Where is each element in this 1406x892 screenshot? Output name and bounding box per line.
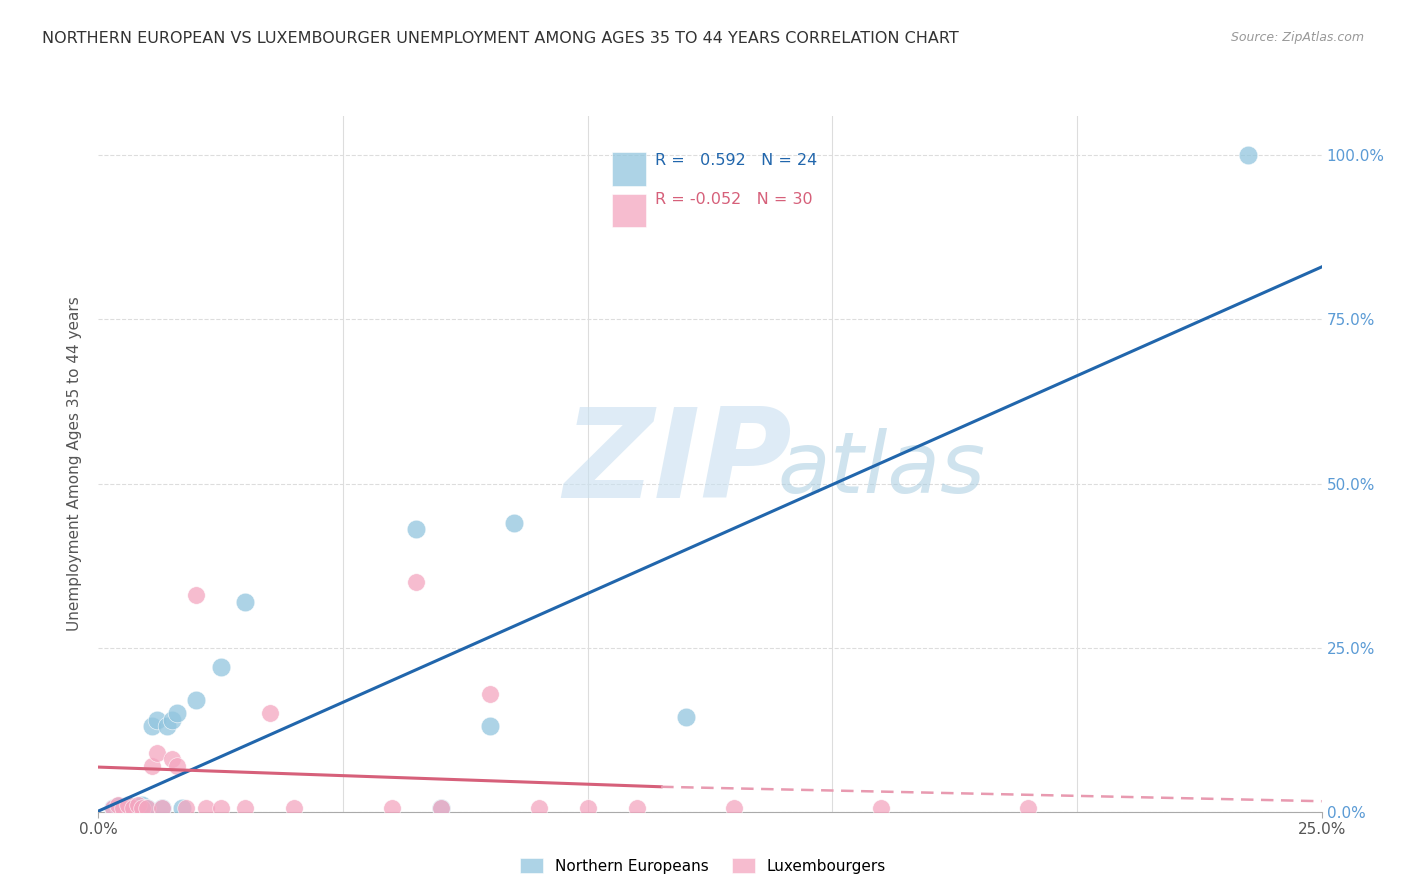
- Point: [146, 713, 169, 727]
- Point: [209, 801, 232, 815]
- Text: R =   0.592   N = 24: R = 0.592 N = 24: [655, 153, 817, 168]
- Point: [478, 719, 501, 733]
- Point: [626, 801, 648, 815]
- Point: [1017, 801, 1039, 815]
- Point: [111, 801, 134, 815]
- Point: [675, 709, 697, 723]
- Point: [430, 801, 453, 815]
- Point: [576, 801, 599, 815]
- Point: [283, 801, 305, 815]
- Point: [176, 801, 198, 815]
- Text: NORTHERN EUROPEAN VS LUXEMBOURGER UNEMPLOYMENT AMONG AGES 35 TO 44 YEARS CORRELA: NORTHERN EUROPEAN VS LUXEMBOURGER UNEMPL…: [42, 31, 959, 46]
- Point: [127, 798, 149, 813]
- Point: [111, 801, 134, 815]
- Point: [1237, 148, 1260, 162]
- Point: [478, 687, 501, 701]
- Point: [405, 523, 427, 537]
- Point: [117, 798, 139, 813]
- Point: [723, 801, 745, 815]
- Text: atlas: atlas: [778, 428, 986, 511]
- Point: [107, 799, 129, 814]
- Point: [430, 801, 453, 815]
- Point: [186, 693, 208, 707]
- Point: [101, 801, 124, 815]
- Bar: [612, 194, 647, 227]
- Point: [170, 801, 193, 815]
- Point: [127, 801, 149, 815]
- Point: [150, 801, 173, 815]
- Legend: Northern Europeans, Luxembourgers: Northern Europeans, Luxembourgers: [513, 852, 893, 880]
- Point: [141, 758, 163, 772]
- Point: [131, 798, 153, 813]
- Point: [195, 801, 218, 815]
- Y-axis label: Unemployment Among Ages 35 to 44 years: Unemployment Among Ages 35 to 44 years: [67, 296, 83, 632]
- Point: [107, 798, 129, 813]
- Point: [166, 758, 188, 772]
- Point: [121, 801, 143, 815]
- Point: [527, 801, 550, 815]
- Point: [870, 801, 893, 815]
- Point: [186, 588, 208, 602]
- Point: [136, 801, 159, 815]
- Point: [160, 713, 183, 727]
- Point: [259, 706, 281, 721]
- Point: [233, 595, 256, 609]
- Point: [121, 801, 143, 815]
- Point: [131, 801, 153, 815]
- Text: Source: ZipAtlas.com: Source: ZipAtlas.com: [1230, 31, 1364, 45]
- Point: [156, 719, 179, 733]
- Point: [209, 660, 232, 674]
- Point: [381, 801, 404, 815]
- Point: [166, 706, 188, 721]
- Point: [150, 801, 173, 815]
- Point: [503, 516, 526, 530]
- Point: [141, 719, 163, 733]
- Point: [146, 746, 169, 760]
- Point: [101, 801, 124, 815]
- Bar: [612, 153, 647, 186]
- Text: ZIP: ZIP: [564, 403, 792, 524]
- Point: [117, 798, 139, 813]
- Point: [405, 574, 427, 589]
- Point: [160, 752, 183, 766]
- Point: [233, 801, 256, 815]
- Text: R = -0.052   N = 30: R = -0.052 N = 30: [655, 193, 813, 208]
- Point: [136, 801, 159, 815]
